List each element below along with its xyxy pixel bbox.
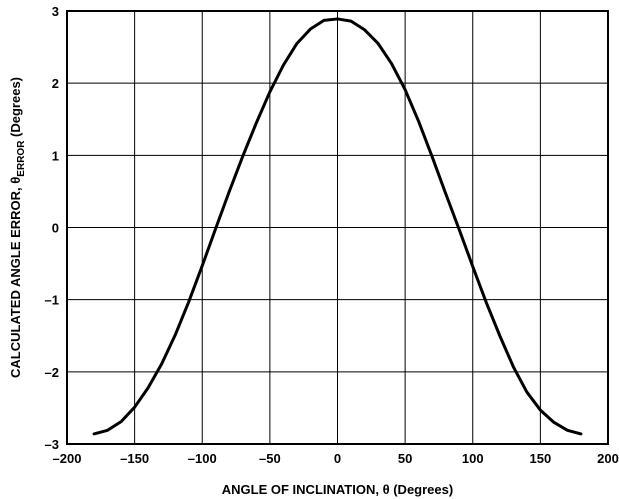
- y-tick-label: –1: [45, 293, 59, 308]
- x-tick-label: 50: [398, 451, 412, 466]
- x-tick-label: 100: [462, 451, 484, 466]
- y-axis-title-subscript: ERROR: [16, 140, 27, 177]
- y-tick-label: –2: [45, 365, 59, 380]
- x-tick-label: 0: [334, 451, 341, 466]
- x-axis-title: ANGLE OF INCLINATION, θ (Degrees): [222, 482, 453, 497]
- x-tick-label: –150: [120, 451, 149, 466]
- tick-labels: –200 –150 –100 –50 0 50 100 150 200 –3 –2 –1 0 1 2 3: [45, 4, 619, 466]
- x-tick-label: –200: [53, 451, 82, 466]
- x-tick-label: –50: [259, 451, 281, 466]
- y-tick-label: 0: [52, 221, 59, 236]
- series-line-0: [92, 17, 583, 436]
- y-tick-label: 2: [52, 76, 59, 91]
- y-tick-label: 3: [52, 4, 59, 19]
- y-axis-title-suffix: (Degrees): [8, 77, 23, 141]
- axes: [66, 10, 609, 445]
- series-layer: [92, 17, 583, 436]
- x-tick-label: 200: [597, 451, 619, 466]
- y-tick-label: 1: [52, 148, 59, 163]
- x-tick-label: –100: [188, 451, 217, 466]
- plot-frame: [66, 10, 609, 445]
- y-axis-title-prefix: CALCULATED ANGLE ERROR, θ: [8, 177, 23, 378]
- grid: [67, 11, 608, 444]
- y-tick-label: –3: [45, 437, 59, 452]
- x-tick-label: 150: [530, 451, 552, 466]
- y-axis-title: CALCULATED ANGLE ERROR, θERROR (Degrees): [8, 77, 27, 378]
